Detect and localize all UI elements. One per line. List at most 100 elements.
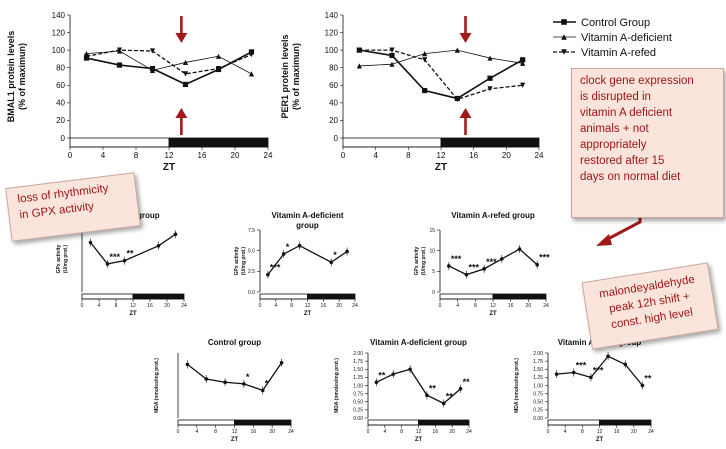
callout-line: days on normal diet (580, 171, 681, 183)
significance-marker: * (286, 242, 290, 252)
light-phase-bar (547, 419, 600, 426)
data-point (554, 372, 559, 376)
significance-marker: ** (127, 249, 135, 259)
red-arrow-down-head (175, 33, 188, 43)
x-tick-label: 20 (269, 429, 275, 435)
data-point (248, 71, 255, 77)
series-line (376, 368, 462, 405)
legend-label: Vitamin A-deficient (581, 32, 672, 44)
data-point (182, 81, 189, 88)
x-tick-label: 24 (466, 429, 472, 435)
significance-marker: ** (463, 377, 471, 387)
significance-marker: *** (539, 253, 550, 263)
data-point (356, 63, 362, 69)
x-tick-label: 0 (81, 303, 84, 309)
x-tick-label: 16 (251, 429, 257, 435)
y-tick-label: 1.50 (353, 367, 363, 373)
x-tick-label: 4 (98, 303, 101, 309)
series-line (359, 49, 524, 100)
x-tick-label: 8 (134, 151, 139, 160)
data-point (374, 380, 379, 385)
y-tick-label: 0.50 (533, 400, 543, 406)
data-point (149, 67, 156, 73)
y-tick-label: 0.75 (353, 391, 363, 397)
data-point (458, 386, 463, 391)
data-point (116, 47, 123, 53)
dark-phase-bar (599, 419, 652, 426)
series-line (359, 49, 523, 101)
y-tick-label: 100 (325, 46, 339, 55)
x-tick-label: 24 (543, 303, 549, 309)
series-line (359, 49, 523, 67)
data-point (454, 96, 460, 102)
x-tick-label: 0 (259, 303, 262, 309)
x-tick-label: 0 (68, 151, 73, 160)
data-point (391, 372, 396, 376)
significance-marker: * (246, 372, 250, 382)
y-tick-label: 0.50 (353, 400, 363, 406)
data-point (520, 82, 526, 88)
y-axis-label: (% of maximun) (17, 43, 27, 110)
y-tick-label: 40 (56, 99, 65, 108)
y-axis-label: (% of maximun) (291, 43, 301, 110)
x-tick-label: 4 (456, 303, 459, 309)
significance-marker: ** (644, 374, 652, 384)
y-tick-label: 0.25 (533, 408, 543, 414)
y-tick-label: 15 (429, 228, 435, 234)
y-axis-label: MDA (nmoles/mg prot.) (514, 358, 520, 413)
callout-line: appropriately (580, 139, 647, 151)
y-tick-label: 20 (329, 116, 338, 125)
x-tick-label: 12 (597, 429, 603, 435)
y-axis-label: GPx activity (414, 246, 420, 275)
y-tick-label: 1.25 (353, 375, 363, 381)
data-point (500, 257, 504, 261)
x-tick-label: 16 (614, 429, 620, 435)
data-point (173, 232, 178, 237)
red-arrow-down-head (459, 33, 472, 43)
x-tick-label: 0 (177, 429, 180, 435)
light-phase-bar (367, 419, 419, 426)
significance-marker: *** (469, 263, 480, 273)
data-point (185, 362, 190, 367)
x-tick-label: 12 (437, 151, 446, 160)
chart-title: Control group (208, 338, 261, 347)
chart-gpx_refed: 0 5 10 15 0 4 8 12 16 20 24 ZT GPx activity (U/mg pro… (414, 211, 550, 317)
data-point (389, 47, 395, 53)
callout-line: is disrupted in (580, 91, 651, 103)
y-tick-label: 120 (325, 28, 339, 37)
x-tick-label: 0 (547, 429, 550, 435)
series-line (187, 362, 283, 392)
dark-phase-bar (234, 419, 292, 426)
series-line (556, 355, 643, 386)
significance-marker: * (333, 250, 337, 260)
data-point (571, 370, 576, 375)
red-arrow-up-head (175, 108, 188, 118)
y-tick-label: 0.00 (533, 416, 543, 422)
y-tick-label: 1.75 (353, 359, 363, 365)
x-tick-label: 12 (416, 429, 422, 435)
chart-title: Vitamin A-deficient group (370, 338, 467, 347)
x-tick-label: 24 (648, 429, 654, 435)
chart-per1: 0 20 40 60 80 100 120 140 0 4 8 12 16 20 24 ZT PER1 prot… (280, 11, 544, 173)
x-tick-label: 0 (439, 303, 442, 309)
y-tick-label: 0.00 (353, 416, 363, 422)
data-point (487, 75, 493, 81)
chart-mda_deficient: 0.00 0.25 0.50 0.75 1.00 1.25 1.50 1.75 2.00 0 4 8 1… (334, 338, 472, 443)
callout-line: vitamin A deficient (580, 107, 673, 119)
x-tick-label: 20 (164, 303, 170, 309)
data-point (464, 272, 469, 277)
significance-marker: *** (451, 254, 462, 264)
y-tick-label: 20 (56, 116, 65, 125)
data-point (454, 47, 460, 53)
y-tick-label: 120 (52, 28, 66, 37)
y-axis-label: PER1 protein levels (280, 34, 290, 118)
x-tick-label: 0 (341, 151, 346, 160)
x-tick-label: 24 (264, 151, 273, 160)
chart-title: Vitamin A-refed group (451, 211, 535, 220)
x-tick-label: 16 (147, 303, 153, 309)
x-tick-label: 16 (469, 151, 478, 160)
data-point (520, 57, 526, 63)
y-tick-label: 1.75 (533, 359, 543, 365)
x-tick-label: 12 (305, 303, 311, 309)
